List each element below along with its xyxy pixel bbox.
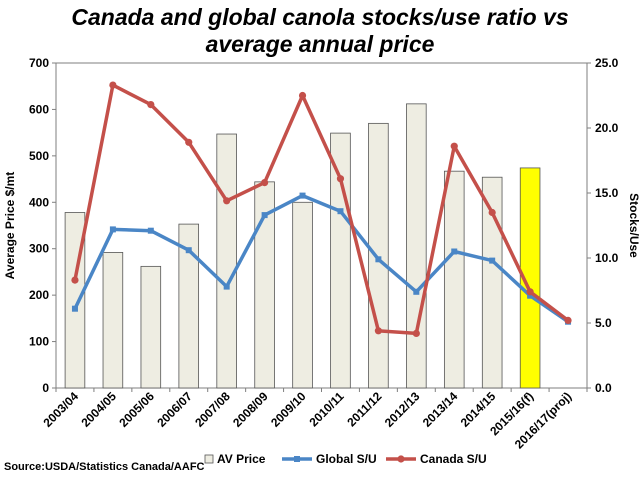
y2-axis-tick-label: 25.0 <box>595 56 619 70</box>
source-note: Source:USDA/Statistics Canada/AAFC <box>4 461 205 473</box>
point-global-su-2003/04 <box>71 305 78 312</box>
point-canada-su-2005/06 <box>147 101 155 109</box>
x-axis-tick-label: 2007/08 <box>192 389 233 430</box>
bar-av-price-2010/11 <box>330 132 351 389</box>
legend-label-global-su: Global S/U <box>316 452 377 466</box>
legend-swatch-av-price <box>204 454 214 464</box>
y-axis-tick-label: 400 <box>29 195 49 209</box>
bar-av-price-2004/05 <box>102 252 124 389</box>
legend-marker-global-su <box>294 456 300 462</box>
point-canada-su-2006/07 <box>185 138 193 146</box>
bar-av-price-2009/10 <box>292 201 313 389</box>
point-canada-su-2015/16(f) <box>526 288 534 296</box>
legend-label-canada-su: Canada S/U <box>420 452 487 466</box>
point-global-su-2004/05 <box>109 226 116 233</box>
y-axis-tick-label: 200 <box>29 288 49 302</box>
point-global-su-2015/16(f) <box>527 292 534 299</box>
point-global-su-2006/07 <box>185 247 192 254</box>
line-canada-su <box>73 83 570 336</box>
bar-av-price-2012/13 <box>406 103 427 389</box>
x-axis-tick-label: 2008/09 <box>230 389 271 430</box>
bar-av-price-2011/12 <box>368 122 389 389</box>
point-canada-su-2016/17(proj) <box>564 316 572 324</box>
point-canada-su-2008/09 <box>261 179 269 187</box>
bar-av-price-2015/16(f) <box>519 167 541 389</box>
x-axis-tick-label: 2011/12 <box>344 389 384 429</box>
y2-axis-tick-label: 15.0 <box>595 186 619 200</box>
point-global-su-2007/08 <box>223 283 230 290</box>
point-global-su-2008/09 <box>261 212 268 219</box>
plot-area <box>55 62 588 389</box>
point-canada-su-2003/04 <box>71 276 79 284</box>
point-canada-su-2004/05 <box>109 81 117 89</box>
x-axis-tick-label: 2012/13 <box>382 389 423 430</box>
y2-axis-tick-label: 0.0 <box>595 381 612 395</box>
y-axis-tick-label: 600 <box>29 102 49 116</box>
x-axis-tick-label: 2003/04 <box>41 389 82 430</box>
chart-title-line-1: Canada and global canola stocks/use rati… <box>71 4 569 30</box>
point-canada-su-2009/10 <box>298 91 307 100</box>
point-global-su-2014/15 <box>489 257 496 264</box>
y-axis-label: Average Price $/mt <box>3 172 17 280</box>
point-global-su-2013/14 <box>451 248 458 255</box>
line-global-su <box>73 193 570 324</box>
y2-axis-tick-label: 5.0 <box>595 316 612 330</box>
point-canada-su-2011/12 <box>374 327 382 335</box>
bar-av-price-2013/14 <box>443 170 465 389</box>
y-axis-tick-label: 700 <box>29 56 49 70</box>
point-canada-su-2013/14 <box>450 142 458 150</box>
x-axis-tick-label: 2010/11 <box>306 389 346 429</box>
y-axis-tick-label: 0 <box>42 381 49 395</box>
x-axis-tick-label: 2009/10 <box>268 389 309 430</box>
x-axis-tick-label: 2005/06 <box>116 389 157 430</box>
point-canada-su-2007/08 <box>223 197 231 205</box>
bar-av-price-2007/08 <box>216 133 237 389</box>
y2-axis-tick-label: 20.0 <box>595 121 619 135</box>
point-canada-su-2010/11 <box>336 175 345 183</box>
x-axis-tick-label: 2013/14 <box>420 389 461 430</box>
point-global-su-2011/12 <box>375 256 382 263</box>
bar-av-price-2005/06 <box>140 265 162 389</box>
point-global-su-2005/06 <box>147 227 154 234</box>
y2-axis-label: Stocks/Use <box>627 193 640 258</box>
point-global-su-2010/11 <box>337 208 344 215</box>
y-axis-tick-label: 500 <box>29 149 49 163</box>
y-axis-tick-label: 100 <box>29 335 49 349</box>
x-axis-tick-label: 2006/07 <box>154 389 195 430</box>
bar-av-price-2006/07 <box>178 223 200 389</box>
point-canada-su-2012/13 <box>412 329 420 337</box>
point-global-su-2009/10 <box>299 192 306 199</box>
bar-av-price-2014/15 <box>481 176 503 389</box>
y2-axis-tick-label: 10.0 <box>595 251 619 265</box>
chart-title-line-2: average annual price <box>205 31 435 57</box>
chart-title: Canada and global canola stocks/use rati… <box>0 4 640 58</box>
legend-marker-canada-su <box>397 455 405 463</box>
point-global-su-2012/13 <box>413 288 420 295</box>
x-axis-tick-label: 2004/05 <box>78 389 119 430</box>
point-canada-su-2014/15 <box>488 208 496 217</box>
y-axis-tick-label: 300 <box>29 242 49 256</box>
legend-label-av-price: AV Price <box>217 452 266 466</box>
